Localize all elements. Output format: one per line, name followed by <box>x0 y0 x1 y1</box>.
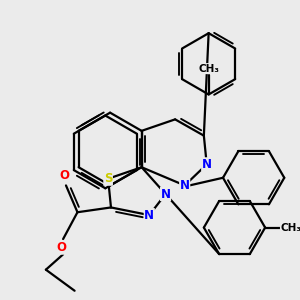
Text: N: N <box>160 188 171 200</box>
Text: S: S <box>104 172 112 185</box>
Text: O: O <box>59 169 69 182</box>
Text: N: N <box>202 158 212 171</box>
Text: O: O <box>56 241 66 254</box>
Text: N: N <box>144 208 154 222</box>
Text: CH₃: CH₃ <box>280 223 300 232</box>
Text: N: N <box>180 179 190 192</box>
Text: CH₃: CH₃ <box>198 64 219 74</box>
